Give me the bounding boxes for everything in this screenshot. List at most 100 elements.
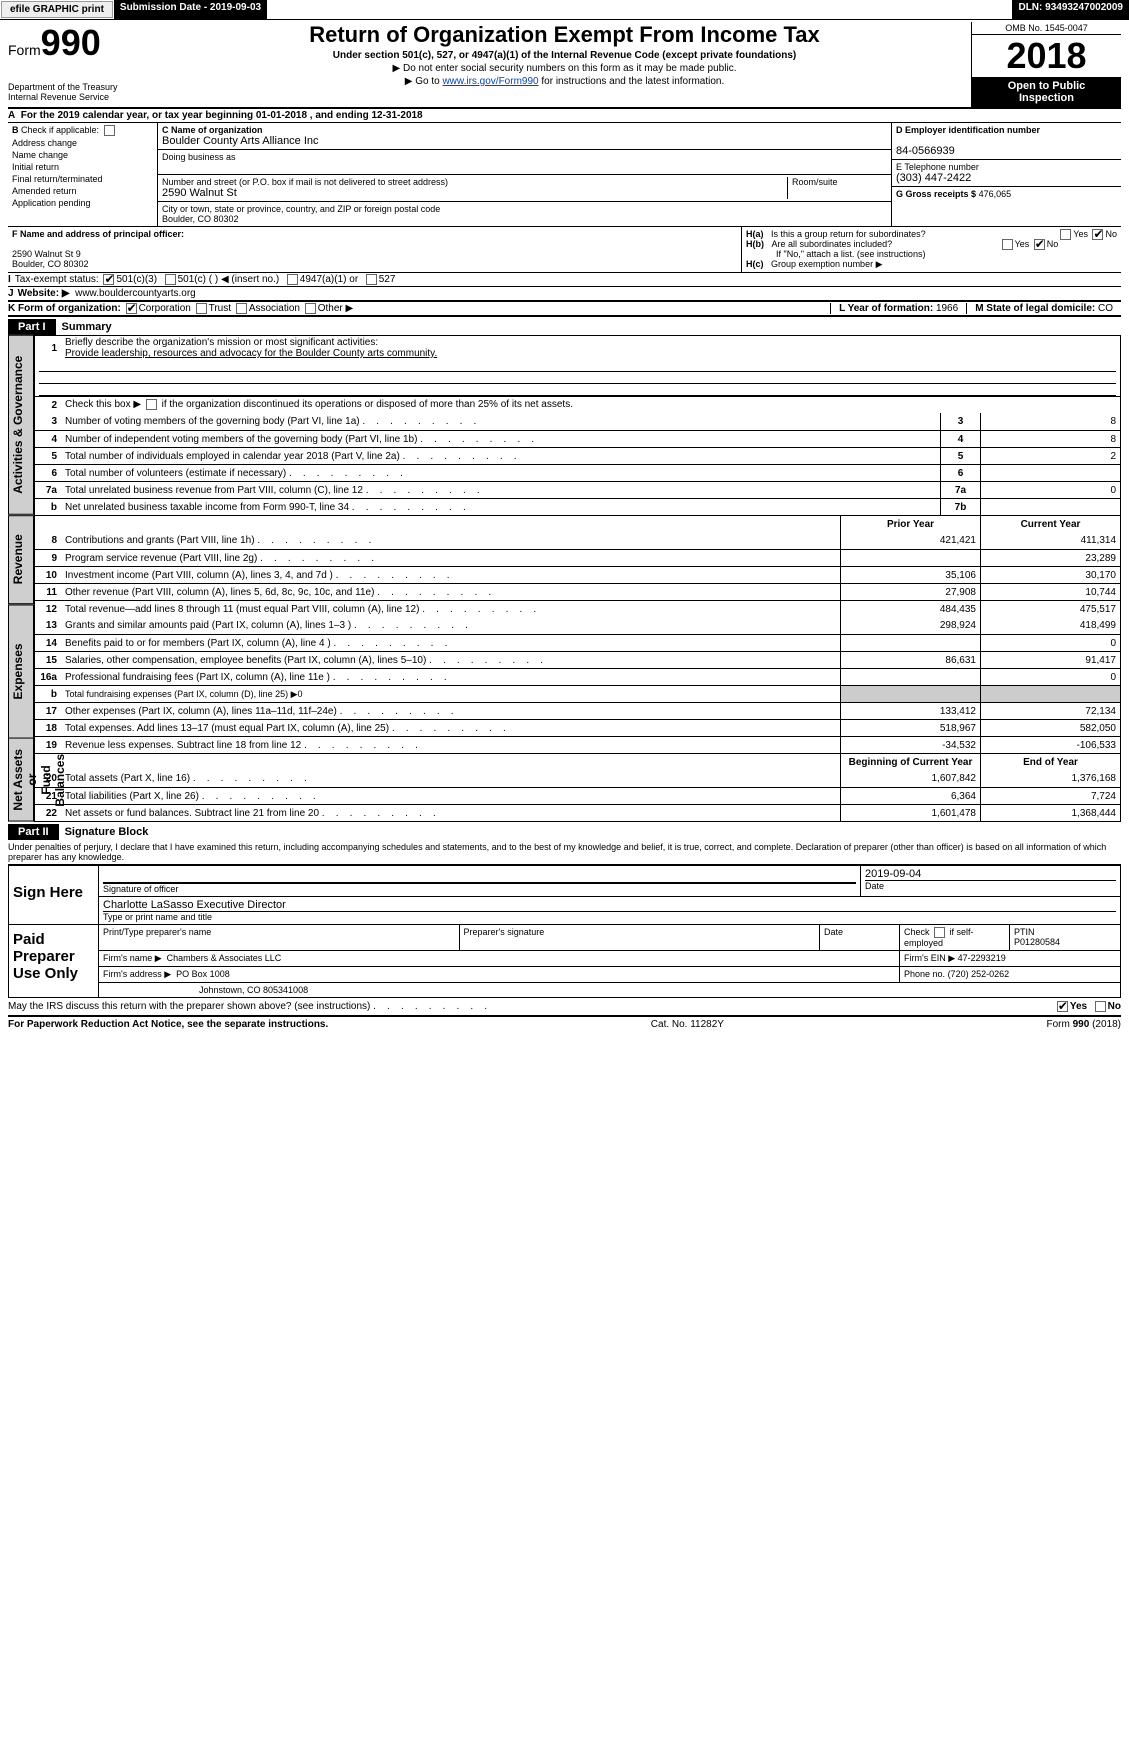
- section-h: H(a) Is this a group return for subordin…: [741, 227, 1121, 272]
- col-prior-year: Prior Year: [840, 516, 980, 532]
- perjury-statement: Under penalties of perjury, I declare th…: [8, 840, 1121, 864]
- gross-receipts: 476,065: [979, 189, 1012, 199]
- discuss-row: May the IRS discuss this return with the…: [8, 998, 1121, 1017]
- summary-row: 13Grants and similar amounts paid (Part …: [35, 617, 1120, 634]
- ptin: P01280584: [1014, 937, 1060, 947]
- i-4947[interactable]: [287, 274, 298, 285]
- section-klm: K Form of organization: Corporation Trus…: [8, 302, 1121, 315]
- firm-address2: Johnstown, CO 805341008: [99, 983, 1120, 997]
- summary-row: 4Number of independent voting members of…: [35, 430, 1120, 447]
- opt-final-return: Final return/terminated: [12, 174, 153, 184]
- dba-cell: Doing business as: [158, 150, 891, 175]
- line2-discontinued: Check this box ▶ if the organization dis…: [63, 398, 1120, 411]
- k-trust[interactable]: [196, 303, 207, 314]
- principal-officer: 2590 Walnut St 9 Boulder, CO 80302: [12, 249, 89, 269]
- summary-row: 14Benefits paid to or for members (Part …: [35, 634, 1120, 651]
- street-address: 2590 Walnut St: [162, 187, 237, 199]
- tax-year: 2018: [972, 35, 1121, 77]
- summary-row: 19Revenue less expenses. Subtract line 1…: [35, 736, 1120, 753]
- side-revenue: Revenue: [8, 515, 34, 604]
- hb-note: If "No," attach a list. (see instruction…: [746, 249, 1117, 259]
- i-527[interactable]: [366, 274, 377, 285]
- discuss-no[interactable]: [1095, 1001, 1106, 1012]
- summary-table: Activities & Governance Revenue Expenses…: [8, 335, 1121, 822]
- mission-text: Provide leadership, resources and advoca…: [65, 348, 437, 359]
- ha-no[interactable]: [1092, 229, 1103, 240]
- col-end: End of Year: [980, 754, 1120, 770]
- firm-phone: (720) 252-0262: [948, 969, 1010, 979]
- ha-yes[interactable]: [1060, 229, 1071, 240]
- summary-row: 7aTotal unrelated business revenue from …: [35, 481, 1120, 498]
- submission-date: Submission Date - 2019-09-03: [114, 0, 267, 19]
- efile-button[interactable]: efile GRAPHIC print: [1, 1, 113, 18]
- form-ref: Form 990 (2018): [1047, 1019, 1121, 1030]
- dln: DLN: 93493247002009: [1012, 0, 1129, 19]
- summary-row: 12Total revenue—add lines 8 through 11 (…: [35, 600, 1120, 617]
- self-employed-cell: Check if self-employed: [900, 925, 1010, 950]
- i-501c3[interactable]: [103, 274, 114, 285]
- org-name: Boulder County Arts Alliance Inc: [162, 135, 319, 147]
- k-corp[interactable]: [126, 303, 137, 314]
- form-header: Form990 Department of the Treasury Inter…: [8, 22, 1121, 107]
- page-footer: For Paperwork Reduction Act Notice, see …: [8, 1017, 1121, 1032]
- opt-amended: Amended return: [12, 186, 153, 196]
- i-501c[interactable]: [165, 274, 176, 285]
- sign-date: 2019-09-04: [865, 868, 921, 880]
- city-state-zip: Boulder, CO 80302: [162, 214, 239, 224]
- opt-pending: Application pending: [12, 198, 153, 208]
- gross-receipts-cell: G Gross receipts $ 476,065: [892, 187, 1121, 201]
- state-domicile: CO: [1098, 303, 1113, 314]
- k-assoc[interactable]: [236, 303, 247, 314]
- self-employed-checkbox[interactable]: [934, 927, 945, 938]
- col-current-year: Current Year: [980, 516, 1120, 532]
- omb-number: OMB No. 1545-0047: [972, 22, 1121, 35]
- summary-row: 21Total liabilities (Part X, line 26)6,3…: [35, 787, 1120, 804]
- telephone: (303) 447-2422: [896, 172, 971, 184]
- summary-row: 20Total assets (Part X, line 16)1,607,84…: [35, 770, 1120, 787]
- instructions-link-row: ▶ Go to www.irs.gov/Form990 for instruct…: [166, 76, 963, 87]
- hb-yes[interactable]: [1002, 239, 1013, 250]
- opt-name-change: Name change: [12, 150, 153, 160]
- summary-row: 17Other expenses (Part IX, column (A), l…: [35, 702, 1120, 719]
- firm-address: PO Box 1008: [176, 969, 230, 979]
- cat-no: Cat. No. 11282Y: [651, 1019, 724, 1030]
- form-subtitle: Under section 501(c), 527, or 4947(a)(1)…: [166, 50, 963, 61]
- side-netassets: Net Assets or Fund Balances: [8, 738, 34, 822]
- paid-preparer-block: Paid Preparer Use Only Print/Type prepar…: [8, 925, 1121, 998]
- open-to-public: Open to Public Inspection: [972, 77, 1121, 107]
- l2-checkbox[interactable]: [146, 399, 157, 410]
- entity-info-grid: B Check if applicable: Address change Na…: [8, 123, 1121, 226]
- street-cell: Number and street (or P.O. box if mail i…: [158, 175, 891, 202]
- section-j: JWebsite: ▶ www.bouldercountyarts.org: [8, 287, 1121, 300]
- summary-row: 10Investment income (Part VIII, column (…: [35, 566, 1120, 583]
- discuss-yes[interactable]: [1057, 1001, 1068, 1012]
- summary-row: 3Number of voting members of the governi…: [35, 413, 1120, 430]
- form-title: Return of Organization Exempt From Incom…: [166, 22, 963, 48]
- checkbox-applicable[interactable]: [104, 125, 115, 136]
- room-suite: Room/suite: [787, 177, 887, 199]
- summary-row: 5Total number of individuals employed in…: [35, 447, 1120, 464]
- signature-line[interactable]: [103, 882, 856, 884]
- part1-header: Part I Summary: [8, 319, 1121, 335]
- side-expenses: Expenses: [8, 604, 34, 738]
- summary-row: bNet unrelated business taxable income f…: [35, 498, 1120, 515]
- sign-here-block: Sign Here Signature of officer 2019-09-0…: [8, 865, 1121, 925]
- summary-row: 11Other revenue (Part VIII, column (A), …: [35, 583, 1120, 600]
- summary-row: 18Total expenses. Add lines 13–17 (must …: [35, 719, 1120, 736]
- part2-header: Part II Signature Block: [8, 824, 1121, 840]
- k-other[interactable]: [305, 303, 316, 314]
- section-i: ITax-exempt status: 501(c)(3) 501(c) ( )…: [8, 273, 1121, 286]
- summary-row: 9Program service revenue (Part VIII, lin…: [35, 549, 1120, 566]
- summary-row: 6Total number of volunteers (estimate if…: [35, 464, 1120, 481]
- instructions-link[interactable]: www.irs.gov/Form990: [442, 76, 538, 87]
- year-formation: 1966: [936, 303, 958, 314]
- section-a-dates: A For the 2019 calendar year, or tax yea…: [8, 109, 1121, 122]
- city-cell: City or town, state or province, country…: [158, 202, 891, 226]
- hb-no[interactable]: [1034, 239, 1045, 250]
- summary-row: 22Net assets or fund balances. Subtract …: [35, 804, 1120, 821]
- summary-row: 15Salaries, other compensation, employee…: [35, 651, 1120, 668]
- toolbar: efile GRAPHIC print Submission Date - 20…: [0, 0, 1129, 20]
- form-body: Form990 Department of the Treasury Inter…: [0, 22, 1129, 1040]
- officer-name: Charlotte LaSasso Executive Director: [103, 899, 286, 911]
- opt-address-change: Address change: [12, 138, 153, 148]
